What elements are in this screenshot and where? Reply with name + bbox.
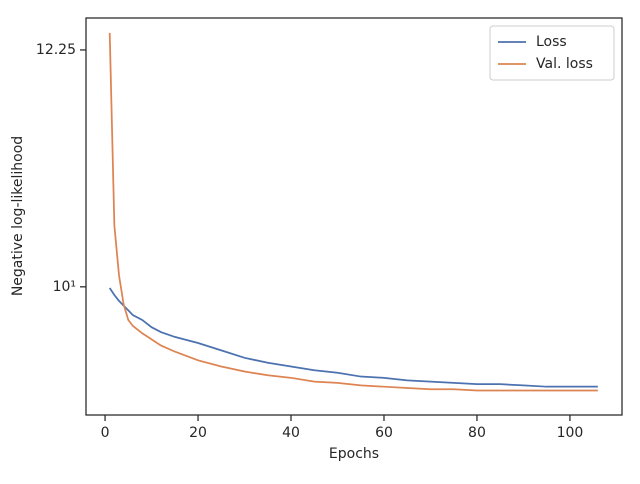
line-series [108, 287, 598, 388]
x-tick-label: 80 [468, 425, 486, 441]
y-tick-label: 12.25 [36, 42, 76, 58]
x-tick-label: 0 [101, 425, 110, 441]
x-tick-label: 100 [557, 425, 584, 441]
line-series [108, 32, 598, 392]
y-tick-label: 10¹ [53, 279, 76, 295]
x-tick-label: 60 [375, 425, 393, 441]
x-axis-label: Epochs [329, 446, 379, 462]
legend-box [489, 25, 615, 81]
axes-frame [85, 17, 623, 416]
y-axis-label: Negative log-likelihood [10, 136, 26, 296]
legend-label: Loss [536, 34, 567, 50]
x-tick-label: 40 [282, 425, 300, 441]
legend-label: Val. loss [536, 56, 593, 72]
x-tick-label: 20 [189, 425, 207, 441]
